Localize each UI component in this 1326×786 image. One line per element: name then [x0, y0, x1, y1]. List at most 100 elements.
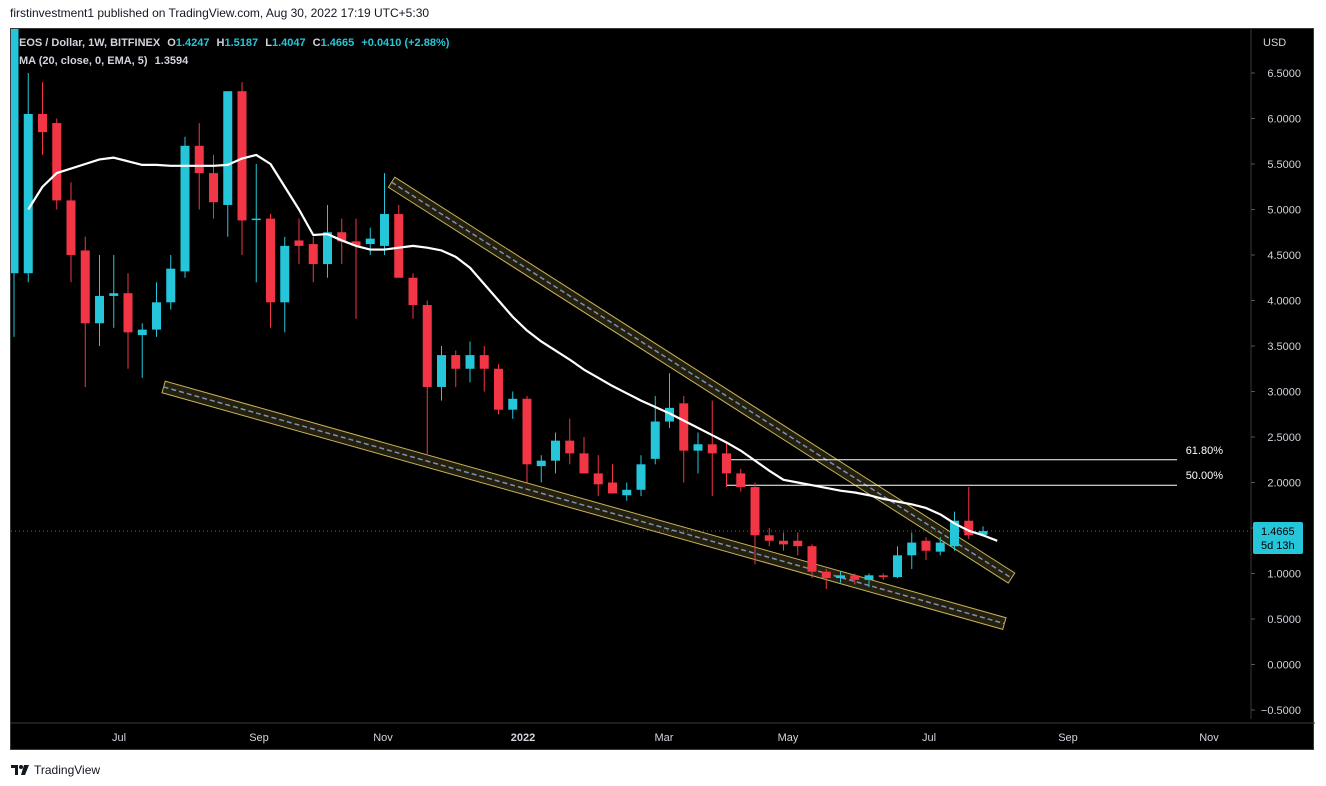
- price-tick-label: 4.5000: [1267, 250, 1301, 262]
- candle-body: [593, 473, 603, 485]
- candle-body: [864, 575, 874, 580]
- indicator-value: 1.3594: [155, 55, 190, 67]
- candle-body: [650, 421, 660, 459]
- price-tick-label: −0.5000: [1261, 705, 1301, 717]
- candle-body: [66, 200, 76, 255]
- time-tick-label: Nov: [373, 732, 393, 744]
- candle: [593, 455, 603, 497]
- candle: [950, 511, 959, 551]
- candle-body: [722, 453, 731, 474]
- time-tick-label: May: [778, 732, 799, 744]
- candle-body: [95, 295, 104, 324]
- chart-frame[interactable]: 61.80% 50.00% USD 6.5000 6.0000 5.5000 5.000…: [10, 28, 1315, 751]
- candle: [323, 204, 332, 278]
- candle: [209, 154, 218, 219]
- candle-body: [465, 355, 475, 369]
- candle: [380, 173, 389, 255]
- fib-label: 50.00%: [1186, 470, 1224, 482]
- low-value: 1.4047: [272, 37, 306, 49]
- low-label: L: [265, 37, 272, 49]
- candle: [821, 568, 831, 589]
- price-tick-label: 3.0000: [1267, 387, 1301, 399]
- trendline-band: [387, 176, 1016, 584]
- candle: [693, 432, 703, 474]
- candle: [152, 282, 161, 337]
- time-tick-label: Jul: [922, 732, 936, 744]
- candle: [707, 400, 717, 497]
- candle-body: [536, 460, 546, 467]
- open-value: 1.4247: [176, 37, 210, 49]
- candle: [935, 537, 945, 556]
- candle: [66, 182, 76, 283]
- publisher-line: firstinvestment1 published on TradingVie…: [10, 6, 430, 20]
- symbol-legend[interactable]: EOS / Dollar, 1W, BITFINEX O1.4247 H1.51…: [19, 37, 450, 49]
- candle-body: [935, 542, 945, 552]
- candle-body: [23, 113, 33, 274]
- candle-body: [764, 535, 774, 541]
- trendline-upper: [387, 176, 1016, 584]
- candle: [123, 273, 133, 369]
- candle: [394, 204, 404, 278]
- candle-body: [137, 329, 147, 336]
- candle-body: [223, 91, 233, 205]
- candle: [522, 396, 532, 483]
- candle-body: [779, 540, 788, 545]
- candle: [864, 573, 874, 588]
- price-tick-label: 5.5000: [1267, 159, 1301, 171]
- indicator-label: MA (20, close, 0, EMA, 5): [19, 55, 148, 67]
- candlestick-chart[interactable]: 61.80% 50.00% USD 6.5000 6.0000 5.5000 5.000…: [11, 29, 1315, 751]
- candle: [565, 418, 575, 465]
- change-value: +0.0410 (+2.88%): [361, 37, 449, 49]
- candle-body: [365, 238, 375, 245]
- candle-body: [807, 546, 817, 572]
- time-tick-label: Jul: [112, 732, 126, 744]
- candle: [52, 118, 62, 210]
- candle-body: [622, 489, 632, 496]
- last-price-tag: 1.4665 5d 13h: [1253, 522, 1303, 555]
- candle: [793, 532, 803, 556]
- candle: [137, 323, 147, 378]
- candle: [166, 255, 176, 310]
- candle: [180, 136, 190, 278]
- candle: [365, 227, 375, 255]
- footer: TradingView: [10, 760, 100, 780]
- currency-label: USD: [1263, 37, 1286, 49]
- candle-body: [323, 232, 332, 265]
- candle: [38, 82, 47, 155]
- price-tick-label: 0.0000: [1267, 660, 1301, 672]
- candle-body: [608, 482, 617, 494]
- candle-body: [850, 575, 860, 580]
- candle: [508, 391, 518, 419]
- candle: [907, 532, 917, 569]
- candle: [465, 341, 475, 383]
- candle: [665, 373, 674, 428]
- candle: [551, 432, 560, 474]
- candle: [437, 346, 446, 401]
- candle-body: [251, 218, 261, 221]
- time-axis[interactable]: Jul Sep Nov 2022 Mar May Jul Sep Nov: [112, 732, 1219, 744]
- candle-body: [878, 575, 888, 578]
- open-label: O: [167, 37, 176, 49]
- candle: [878, 573, 888, 580]
- candle-body: [123, 293, 133, 333]
- candle: [109, 255, 119, 328]
- candle: [251, 164, 261, 283]
- time-tick-label: Nov: [1199, 732, 1219, 744]
- candle: [836, 571, 845, 583]
- candle-body: [394, 214, 404, 278]
- indicator-legend[interactable]: MA (20, close, 0, EMA, 5) 1.3594: [19, 55, 189, 67]
- candle-body: [821, 571, 831, 579]
- candle-body: [280, 245, 290, 303]
- price-tick-label: 2.0000: [1267, 478, 1301, 490]
- price-tick-label: 2.5000: [1267, 432, 1301, 444]
- candle: [451, 350, 461, 387]
- candle-body: [679, 403, 689, 451]
- price-axis[interactable]: 6.5000 6.0000 5.5000 5.0000 4.5000 4.0000 3.50…: [1251, 68, 1301, 717]
- candle-body: [479, 355, 489, 369]
- candle: [722, 441, 731, 488]
- ma-layer: [27, 153, 998, 542]
- candle: [351, 218, 361, 319]
- candle: [408, 273, 418, 319]
- candle-body: [422, 305, 432, 387]
- candle: [622, 482, 632, 501]
